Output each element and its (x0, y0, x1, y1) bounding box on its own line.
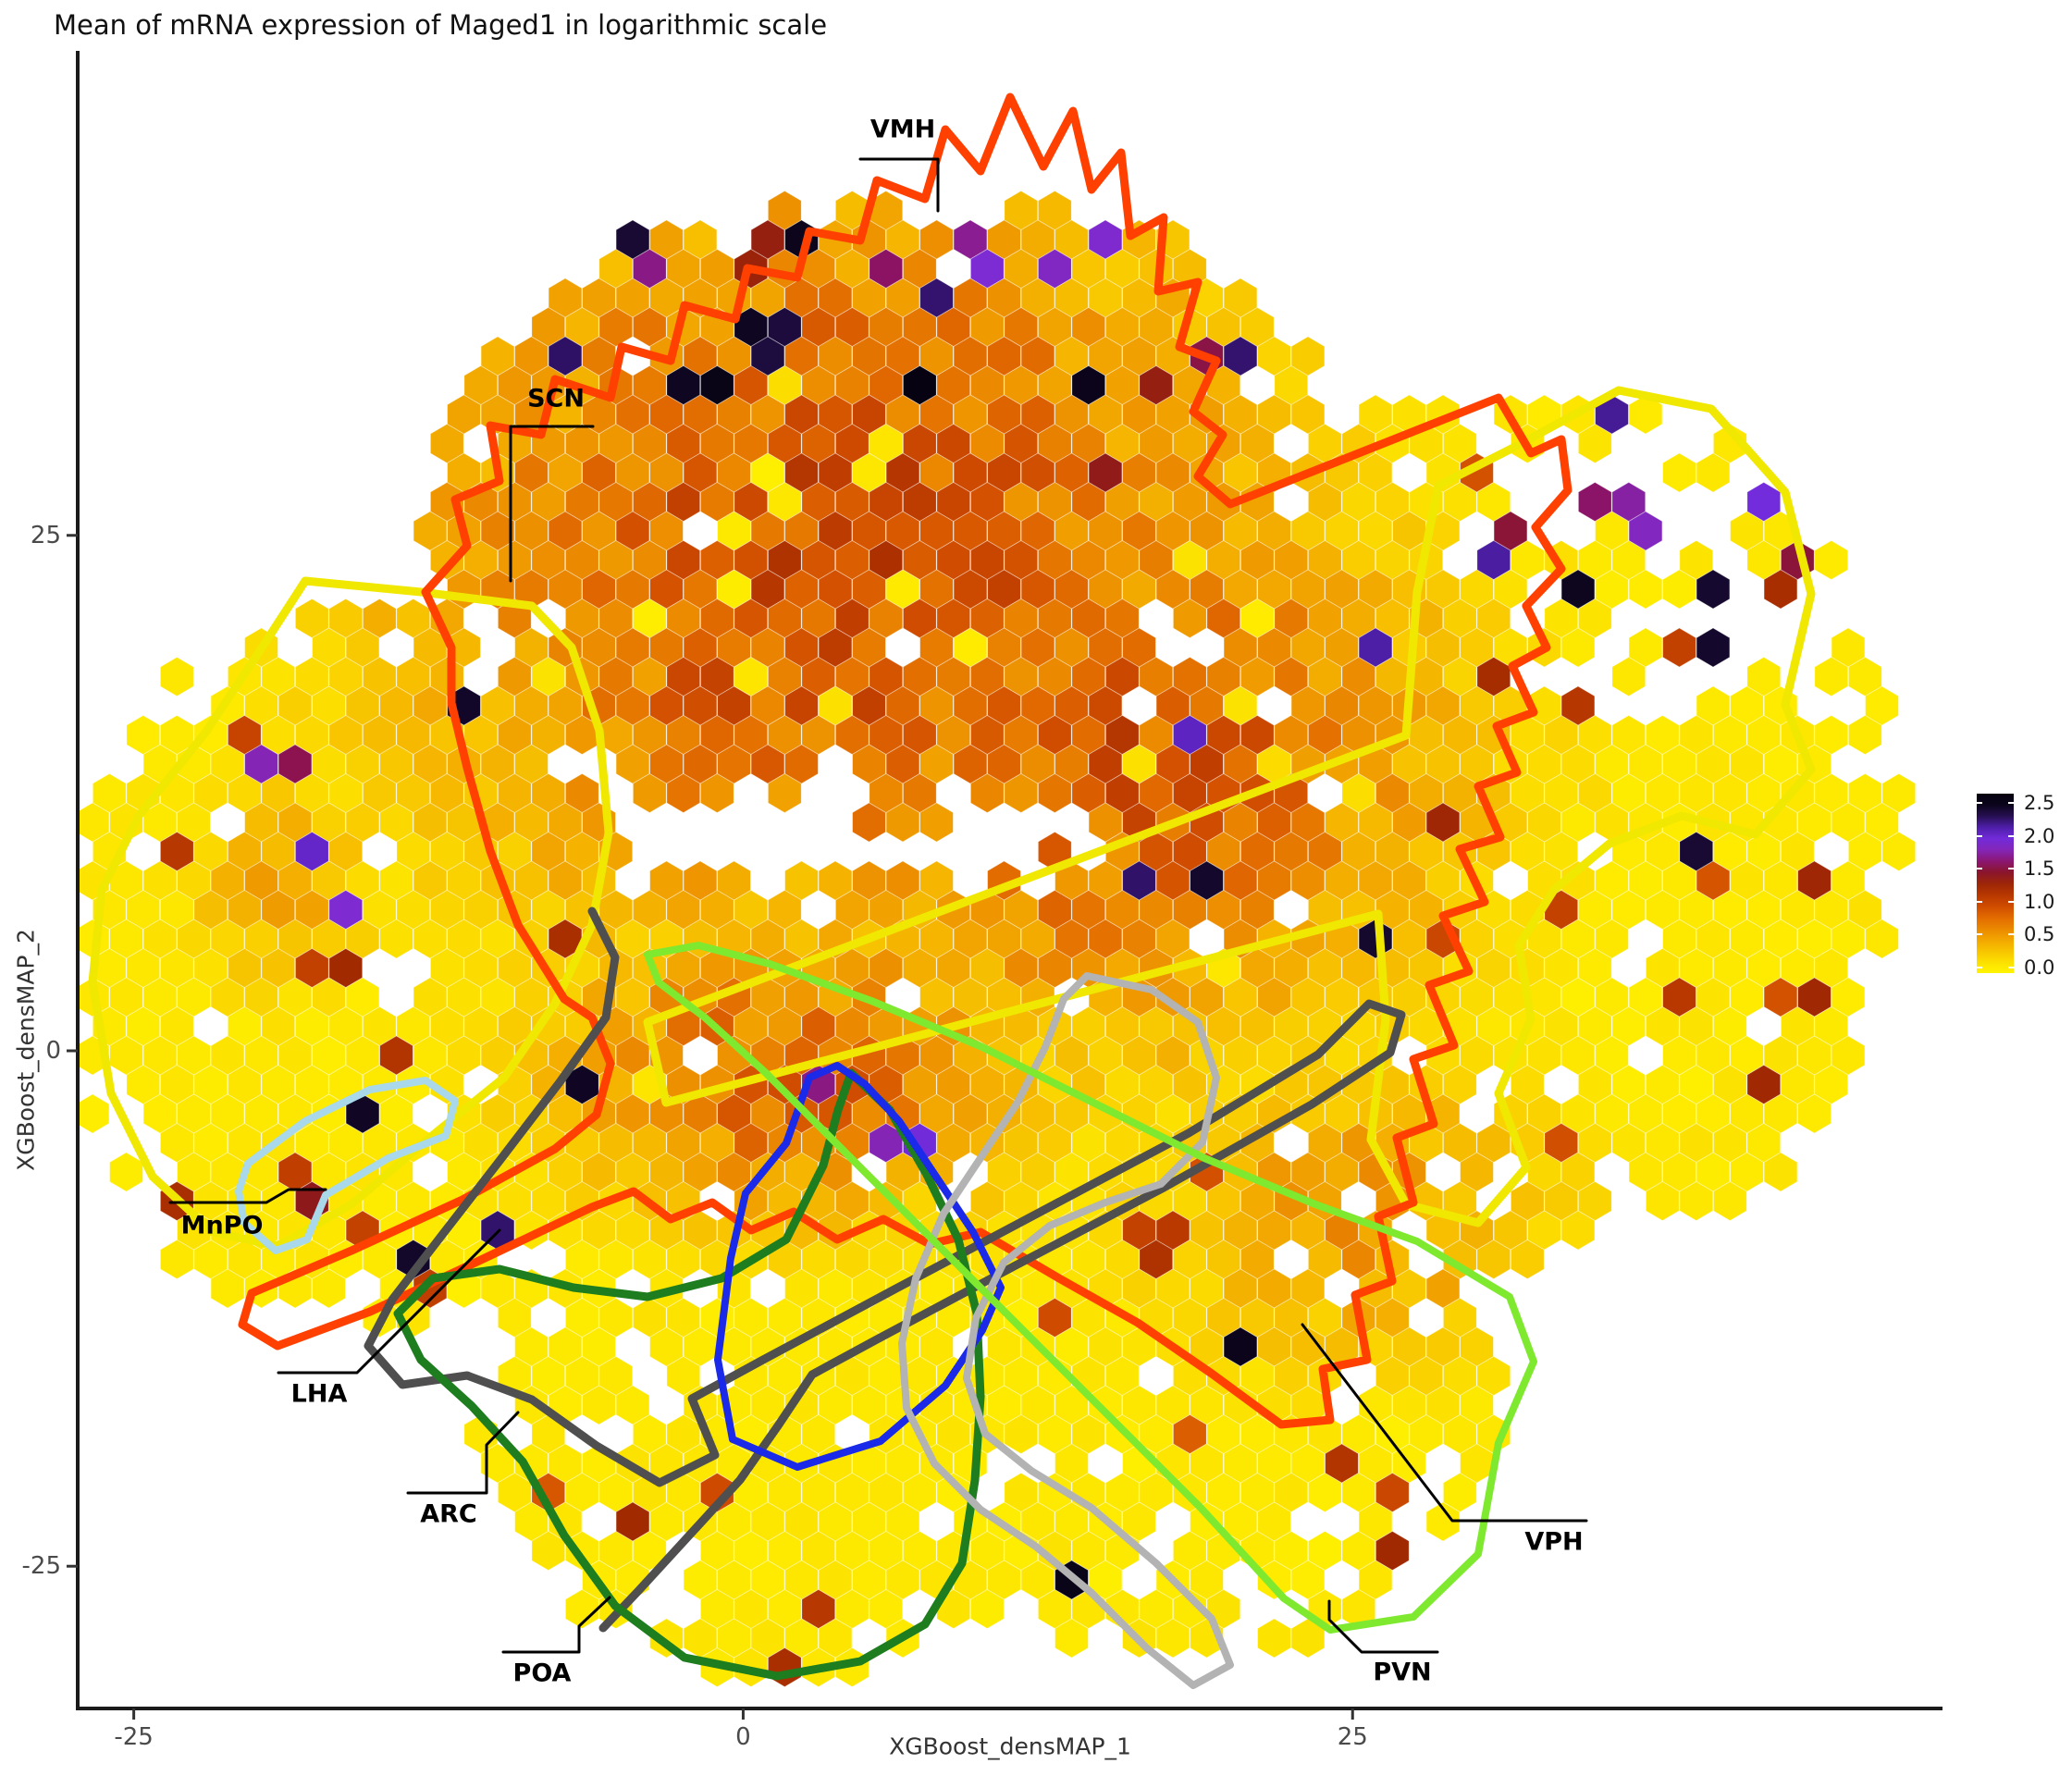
region-outline-scn (643, 386, 1816, 1227)
colorbar-tick-mark (1977, 834, 1982, 837)
annotation-label-vph: VPH (1524, 1528, 1583, 1557)
colorbar-tick-label: 2.5 (2024, 792, 2055, 814)
colorbar-tick-mark (1977, 900, 1982, 903)
colorbar-tick-label: 0.0 (2024, 956, 2055, 979)
annotation-leader-pvn (1327, 1599, 1439, 1654)
annotation-leader-arc (406, 1411, 520, 1495)
x-tick-label: 0 (735, 1723, 751, 1751)
x-tick-label: -25 (114, 1723, 154, 1751)
annotation-label-lha: LHA (291, 1380, 348, 1409)
region-outline-lha (364, 906, 1406, 1633)
annotation-leader-vmh (858, 157, 940, 213)
region-outline-vph (898, 972, 1234, 1689)
y-tick-label: -25 (21, 1552, 61, 1581)
region-outline-pvn (644, 942, 1537, 1634)
colorbar-tick-label: 0.5 (2024, 923, 2055, 946)
colorbar-tick-mark (1977, 868, 1982, 870)
colorbar-tick-mark (2008, 933, 2014, 936)
colorbar-tick-mark (2008, 868, 2014, 870)
colorbar-tick-mark (1977, 802, 1982, 804)
colorbar-tick-mark (1977, 933, 1982, 936)
annotation-leader-scn (509, 425, 595, 583)
page-title: Mean of mRNA expression of Maged1 in log… (54, 9, 828, 41)
colorbar-tick-label: 2.0 (2024, 824, 2055, 847)
colorbar-tick-label: 1.0 (2024, 890, 2055, 913)
annotation-leader-lha (277, 1228, 501, 1375)
annotation-label-vmh: VMH (870, 116, 935, 144)
axes (67, 51, 1942, 1720)
colorbar-tick-mark (2008, 967, 2014, 968)
region-outlines (88, 92, 1816, 1689)
region-outline-mnpo (235, 1077, 459, 1254)
annotation-leader-vph (1301, 1323, 1588, 1523)
region-outline-vmh (238, 92, 1572, 1429)
x-axis-title: XGBoost_densMAP_1 (889, 1733, 1131, 1760)
y-tick-label: 0 (45, 1036, 61, 1065)
colorbar (1977, 794, 2014, 973)
annotation-label-poa: POA (513, 1659, 572, 1688)
y-tick-label: 25 (30, 521, 61, 549)
y-axis-title: XGBoost_densMAP_2 (12, 929, 40, 1171)
colorbar-tick-mark (2008, 802, 2014, 804)
annotation-label-mnpo: MnPO (181, 1212, 264, 1240)
region-outline-scn (88, 576, 613, 1251)
annotation-label-scn: SCN (527, 385, 585, 413)
hexbin-layer (75, 191, 1917, 1687)
x-tick-label: 25 (1337, 1723, 1368, 1751)
colorbar-tick-mark (2008, 834, 2014, 837)
annotation-label-pvn: PVN (1373, 1659, 1431, 1687)
colorbar-tick-label: 1.5 (2024, 857, 2055, 881)
region-outline-arc (714, 1062, 1005, 1471)
annotation-label-arc: ARC (420, 1500, 477, 1529)
annotations: VMH SCN MnPO LHA ARC POA PVN VPH (168, 116, 1588, 1688)
annotation-leader-poa (501, 1596, 611, 1654)
colorbar-tick-mark (2008, 900, 2014, 903)
annotation-leader-mnpo (168, 1188, 327, 1204)
colorbar-tick-mark (1977, 967, 1982, 968)
